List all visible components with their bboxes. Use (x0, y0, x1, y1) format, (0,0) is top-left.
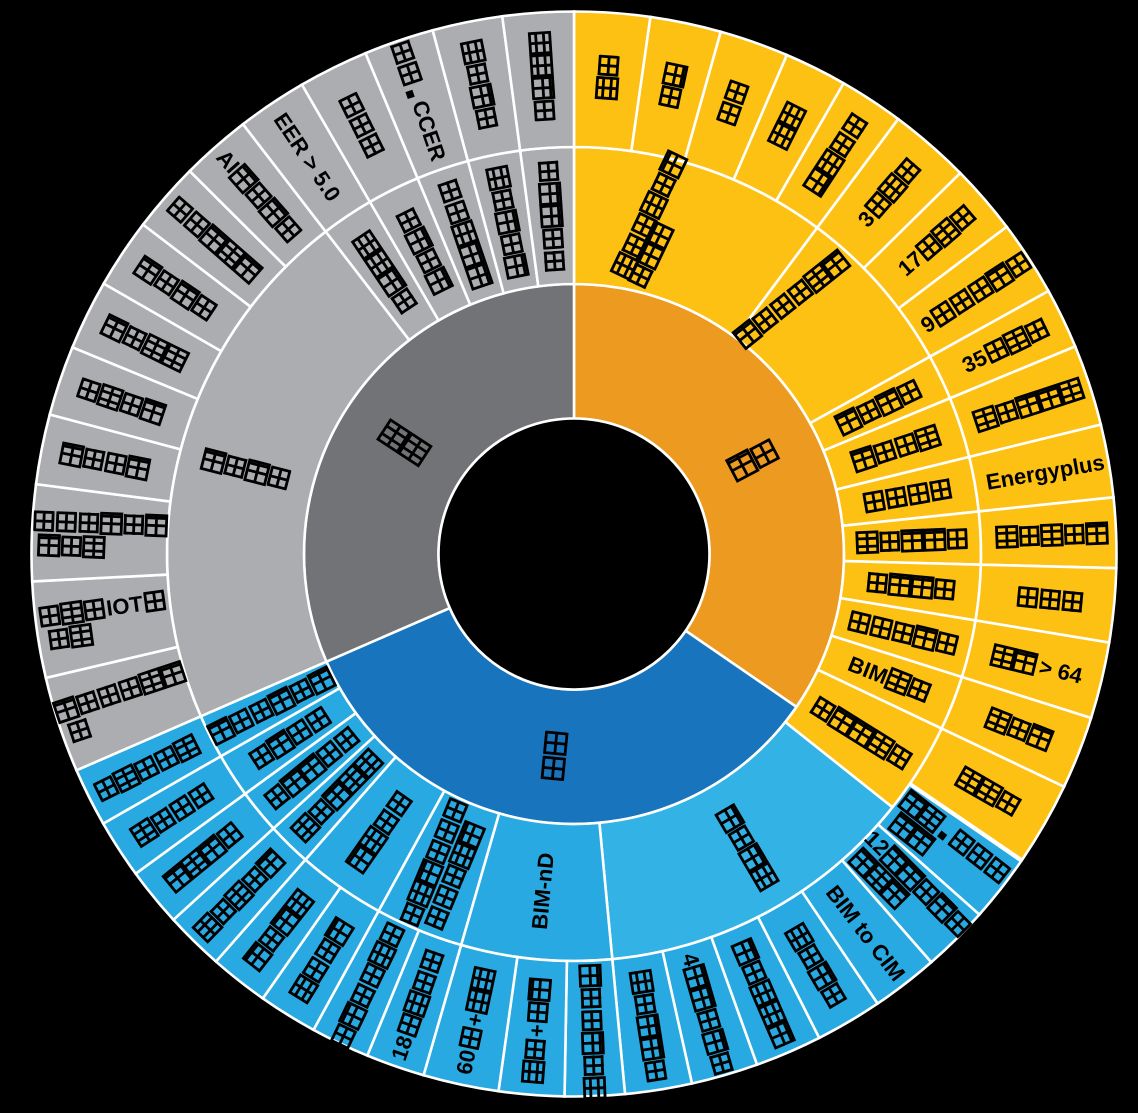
svg-text:IOT: IOT (105, 591, 145, 621)
svg-text:+: + (524, 1023, 550, 1038)
svg-text:60: 60 (451, 1048, 481, 1077)
svg-text:+: + (461, 1011, 488, 1029)
